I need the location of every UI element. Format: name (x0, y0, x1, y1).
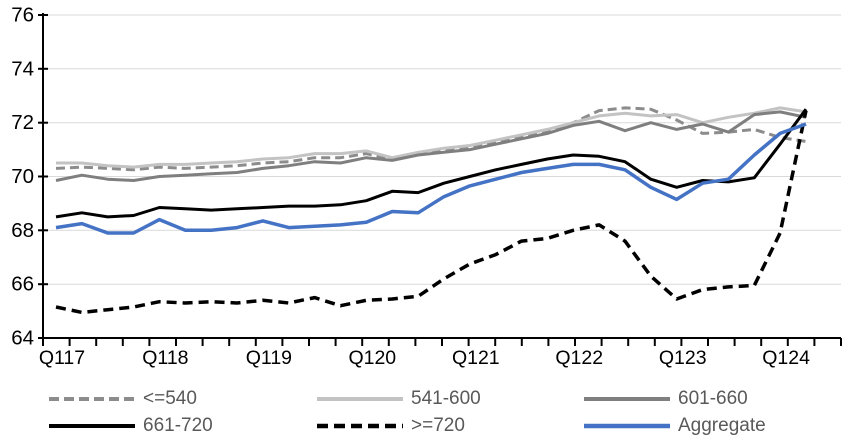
x-axis-tick-label: Q122 (555, 347, 603, 369)
legend-item--540: <=540 (48, 387, 197, 411)
y-axis-tick-label: 68 (11, 219, 34, 242)
legend-item-601-660: 601-660 (583, 387, 748, 411)
series-line-aggregate (55, 122, 807, 235)
y-axis-tick-label: 76 (11, 4, 34, 27)
legend-item-661-720: 661-720 (48, 414, 213, 438)
legend-label: <=540 (143, 388, 197, 409)
legend-label: 661-720 (143, 415, 213, 436)
y-axis-tick-label: 74 (11, 57, 34, 80)
legend-label: 601-660 (678, 388, 748, 409)
y-axis-tick-label: 72 (11, 111, 34, 134)
legend-swatch--720 (317, 423, 403, 429)
legend-item-541-600: 541-600 (316, 387, 481, 411)
x-axis-tick-label: Q119 (246, 347, 292, 369)
series-line-601-660 (55, 110, 807, 182)
x-axis-tick-label: Q117 (39, 347, 85, 369)
chart-legend: <=540 541-600 601-660 661-720 >=720 Aggregate (0, 384, 852, 441)
x-axis-tick-label: Q123 (659, 347, 707, 369)
series-line-661-720 (55, 108, 808, 219)
legend-swatch-601-660 (584, 397, 670, 401)
y-axis-tick-label: 70 (11, 165, 34, 188)
x-axis-tick-label: Q118 (142, 347, 188, 369)
y-axis-tick-label: 64 (11, 327, 34, 350)
legend-swatch-aggregate (584, 423, 670, 429)
x-axis-tick-label: Q121 (452, 347, 500, 369)
legend-label: Aggregate (678, 415, 766, 436)
legend-label: 541-600 (411, 388, 481, 409)
legend-swatch--540 (49, 397, 135, 401)
legend-label: >=720 (411, 415, 465, 436)
series-line--720 (55, 110, 808, 315)
series-line-541-600 (56, 106, 807, 169)
x-axis-tick-label: Q120 (348, 347, 396, 369)
legend-item--720: >=720 (316, 414, 465, 438)
series-line--540 (55, 106, 807, 172)
legend-swatch-541-600 (317, 397, 403, 401)
legend-item-aggregate: Aggregate (583, 414, 766, 438)
legend-swatch-661-720 (49, 424, 135, 428)
y-axis-tick-label: 66 (11, 273, 34, 296)
x-axis-tick-label: Q124 (762, 347, 810, 369)
